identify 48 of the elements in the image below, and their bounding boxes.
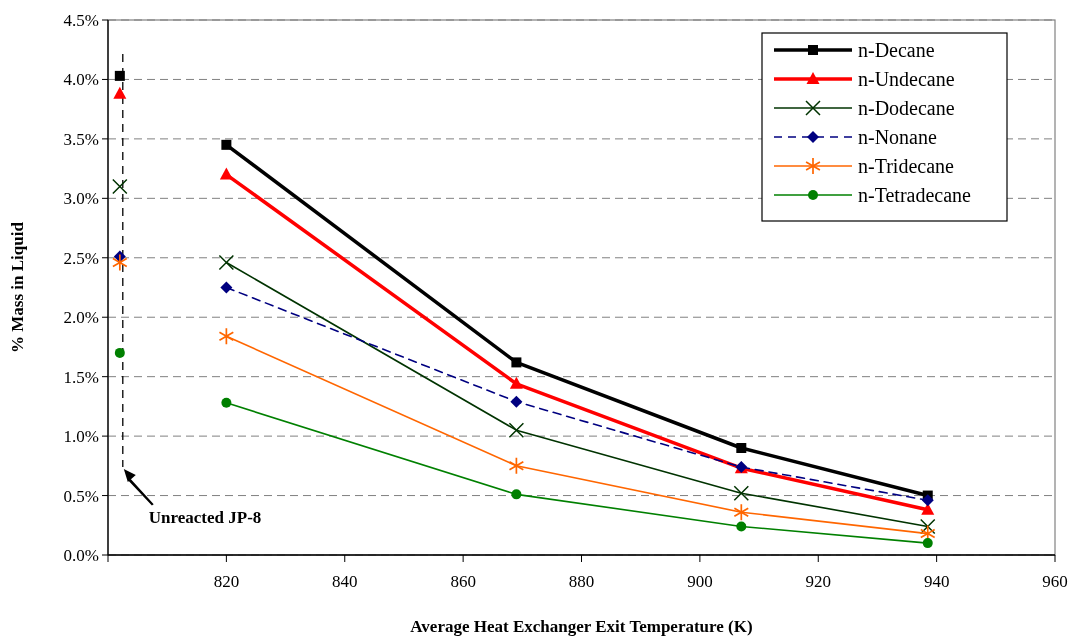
point bbox=[508, 422, 525, 438]
point bbox=[511, 489, 522, 500]
point bbox=[220, 281, 233, 294]
x-tick-label: 840 bbox=[332, 572, 358, 591]
legend-label: n-Decane bbox=[858, 39, 935, 61]
point bbox=[921, 494, 934, 507]
point bbox=[113, 86, 127, 99]
y-tick-label: 3.5% bbox=[63, 129, 99, 149]
legend-label: n-Undecane bbox=[858, 68, 955, 90]
x-tick-label: 900 bbox=[687, 572, 713, 591]
x-tick-label: 820 bbox=[213, 572, 240, 591]
x-tick-label: 960 bbox=[1042, 572, 1068, 591]
y-axis-title: % Mass in Liquid bbox=[8, 221, 27, 353]
point bbox=[219, 167, 233, 180]
x-tick-label: 940 bbox=[923, 572, 950, 591]
point bbox=[510, 395, 523, 408]
point bbox=[509, 376, 523, 389]
x-tick-label: 860 bbox=[450, 572, 476, 591]
y-tick-label: 1.0% bbox=[63, 427, 99, 447]
y-tick-label: 1.5% bbox=[63, 367, 99, 387]
point bbox=[114, 347, 125, 358]
legend-label: n-Tetradecane bbox=[858, 184, 972, 206]
legend-label: n-Dodecane bbox=[858, 97, 955, 119]
point bbox=[218, 254, 235, 271]
legend-label: n-Tridecane bbox=[858, 155, 955, 177]
y-tick-label: 4.0% bbox=[63, 70, 99, 90]
point bbox=[114, 70, 125, 81]
y-tick-label: 2.0% bbox=[63, 308, 99, 328]
legend-label: n-Nonane bbox=[858, 126, 937, 148]
point bbox=[221, 139, 232, 150]
point bbox=[733, 485, 750, 501]
y-tick-label: 4.5% bbox=[63, 10, 99, 30]
point bbox=[112, 254, 128, 271]
point bbox=[112, 178, 128, 195]
y-tick-label: 3.0% bbox=[63, 189, 99, 209]
x-axis-title: Average Heat Exchanger Exit Temperature (K) bbox=[410, 617, 753, 636]
y-tick-label: 0.0% bbox=[63, 545, 99, 565]
point bbox=[736, 521, 747, 532]
ref-line-label: Unreacted JP-8 bbox=[148, 507, 262, 527]
point bbox=[922, 538, 933, 549]
x-tick-label: 880 bbox=[568, 572, 595, 591]
y-tick-label: 0.5% bbox=[63, 486, 99, 506]
point bbox=[736, 443, 747, 453]
point bbox=[221, 397, 232, 408]
x-tick-label: 920 bbox=[805, 572, 831, 591]
point bbox=[733, 504, 749, 521]
point bbox=[511, 357, 522, 368]
y-tick-label: 2.5% bbox=[63, 248, 99, 268]
